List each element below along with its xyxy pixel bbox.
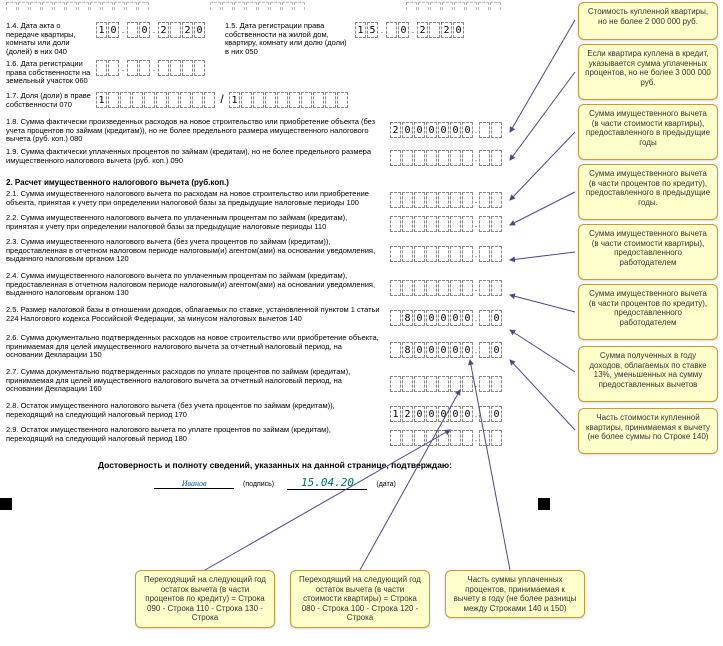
- amount-24: .: [390, 280, 502, 296]
- bottom-note-2: Часть суммы уплаченных процентов, приним…: [445, 570, 585, 618]
- label-21: 2.1. Сумма имущественного налогового выч…: [6, 190, 384, 207]
- label-28: 2.8. Остаток имущественного налогового в…: [6, 402, 384, 419]
- top-dash-row: [6, 2, 149, 12]
- label-23: 2.3. Сумма имущественного налогового выч…: [6, 238, 384, 264]
- section-2-title: 2. Расчет имущественного налогового выче…: [6, 178, 229, 187]
- label-29: 2.9. Остаток имущественного налогового в…: [6, 426, 384, 443]
- sign-title: Достоверность и полноту сведений, указан…: [40, 460, 510, 470]
- bottom-note-1: Переходящий на следующий год остаток выч…: [290, 570, 430, 628]
- label-26: 2.6. Сумма документально подтвержденных …: [6, 334, 384, 360]
- label-17: 1.7. Доля (доли) в праве собственности 0…: [6, 92, 96, 109]
- label-14: 1.4. Дата акта о передаче квартиры, комн…: [6, 22, 96, 57]
- amount-22: .: [390, 216, 502, 232]
- amount-25: 800000.0: [390, 310, 502, 326]
- amount-26: 800000.0: [390, 342, 502, 358]
- right-note-7: Часть стоимости купленной квартиры, прин…: [578, 408, 718, 454]
- right-note-1: Если квартира куплена в кредит, указывае…: [578, 44, 718, 100]
- top-dash-right: [406, 2, 501, 10]
- frac-17a: 1: [96, 92, 215, 108]
- date-15: 15.0.220: [355, 22, 464, 38]
- amount-18: 2000000.: [390, 122, 502, 138]
- sign-podpis: (подпись): [243, 481, 274, 488]
- slash-17: /: [215, 92, 229, 106]
- label-27: 2.7. Сумма документально подтвержденных …: [6, 368, 384, 394]
- bottom-note-0: Переходящий на следующий год остаток выч…: [135, 570, 275, 628]
- right-note-0: Стоимость купленной квартиры, но не боле…: [578, 2, 718, 40]
- label-16: 1.6. Дата регистрации права собственност…: [6, 60, 96, 86]
- right-note-4: Сумма имущественного вычета (в части сто…: [578, 224, 718, 280]
- form-area: 1.4. Дата акта о передаче квартиры, комн…: [0, 0, 550, 596]
- amount-29: .: [390, 430, 502, 446]
- black-marker-right: [538, 498, 550, 510]
- sign-name: Иванов: [154, 479, 234, 489]
- sign-date-lbl: (дата): [376, 481, 396, 488]
- top-dash-mid: [210, 2, 305, 10]
- amount-21: .: [390, 192, 502, 208]
- sign-date: 15.04.20: [287, 476, 367, 490]
- amount-27: .: [390, 376, 502, 392]
- amount-28: 1200000.0: [390, 406, 502, 422]
- label-22: 2.2. Сумма имущественного налогового выч…: [6, 214, 384, 231]
- amount-19: .: [390, 150, 502, 166]
- label-18: 1.8. Сумма фактически произведенных расх…: [6, 118, 384, 144]
- frac-17b: 1: [229, 92, 348, 108]
- sign-block: Достоверность и полноту сведений, указан…: [40, 460, 510, 490]
- label-19: 1.9. Сумма фактически уплаченных процент…: [6, 148, 384, 165]
- label-15: 1.5. Дата регистрации права собственност…: [225, 22, 355, 57]
- right-note-5: Сумма имущественного вычета (в части про…: [578, 284, 718, 340]
- label-24: 2.4. Сумма имущественного налогового выч…: [6, 272, 384, 298]
- black-marker-left: [0, 498, 12, 510]
- amount-23: .: [390, 246, 502, 262]
- right-note-2: Сумма имущественного вычета (в части сто…: [578, 104, 718, 160]
- right-note-6: Сумма полученных в году доходов, облагае…: [578, 346, 718, 402]
- date-16: ..: [96, 60, 205, 76]
- right-note-3: Сумма имущественного вычета (в части про…: [578, 164, 718, 220]
- label-25: 2.5. Размер налоговой базы в отношении д…: [6, 306, 384, 323]
- date-14: 10.0.220: [96, 22, 205, 38]
